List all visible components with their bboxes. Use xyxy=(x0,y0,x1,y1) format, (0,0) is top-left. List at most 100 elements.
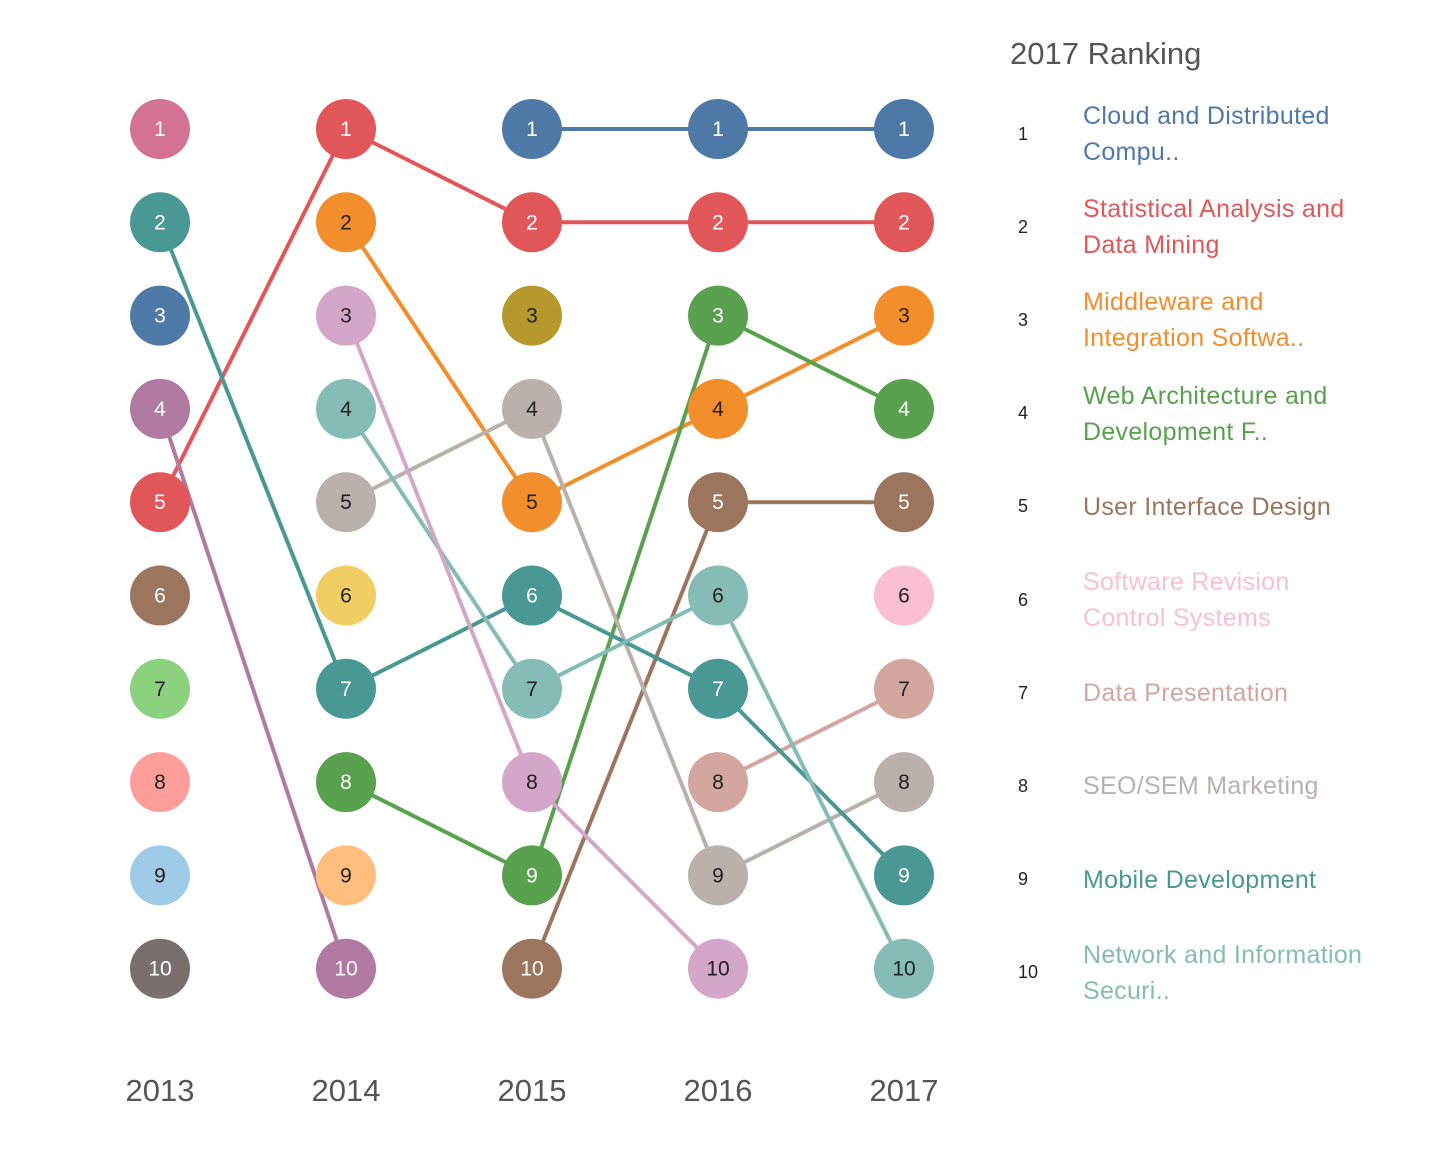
node-label: 6 xyxy=(154,585,166,608)
node-2014-rank-10: 10 xyxy=(316,938,376,999)
node-circle xyxy=(874,565,934,626)
node-label: 4 xyxy=(340,398,352,421)
node-2015-rank-9: 9 xyxy=(502,845,562,906)
node-label: 2 xyxy=(712,211,724,234)
node-2014-rank-8: 8 xyxy=(316,752,376,813)
node-circle xyxy=(874,752,934,813)
node-label: 3 xyxy=(898,305,910,328)
node-circle xyxy=(874,378,934,439)
node-2013-rank-6: 6 xyxy=(130,565,190,626)
year-label-2014: 2014 xyxy=(312,1073,381,1108)
node-circle xyxy=(316,99,376,159)
node-label: 9 xyxy=(712,864,724,887)
legend-rank: 7 xyxy=(1018,682,1029,703)
node-circle xyxy=(874,472,934,533)
node-circle xyxy=(130,99,190,159)
node-circle xyxy=(688,658,748,719)
node-circle xyxy=(688,378,748,439)
node-circle xyxy=(688,845,748,906)
node-label: 7 xyxy=(898,678,910,701)
legend-item-4: 4 Web Architecture and Development F.. xyxy=(1000,374,1420,454)
node-label: 10 xyxy=(148,958,171,981)
node-label: 9 xyxy=(154,864,166,887)
node-2015-rank-4: 4 xyxy=(502,378,562,439)
node-label: 7 xyxy=(340,678,352,701)
legend-item-3: 3 Middleware and Integration Softwa.. xyxy=(1000,280,1420,360)
node-2016-rank-4: 4 xyxy=(688,378,748,439)
node-circle xyxy=(874,938,934,999)
node-circle xyxy=(502,565,562,626)
node-label: 1 xyxy=(898,118,910,141)
node-2013-rank-3: 3 xyxy=(130,285,190,346)
node-2013-rank-7: 7 xyxy=(130,658,190,719)
legend-label: User Interface Design xyxy=(1083,492,1332,521)
node-2016-rank-10: 10 xyxy=(688,938,748,999)
node-label: 3 xyxy=(340,305,352,328)
node-2016-rank-7: 7 xyxy=(688,658,748,719)
node-circle xyxy=(130,845,190,906)
node-2017-rank-4: 4 xyxy=(874,378,934,439)
legend-rank: 6 xyxy=(1018,589,1029,610)
node-circle xyxy=(502,938,562,999)
node-2017-rank-7: 7 xyxy=(874,658,934,719)
legend-item-7: 7 Data Presentation xyxy=(1000,653,1420,733)
node-label: 9 xyxy=(526,864,538,887)
node-2014-rank-3: 3 xyxy=(316,285,376,346)
node-2014-rank-4: 4 xyxy=(316,378,376,439)
year-label-2015: 2015 xyxy=(498,1073,567,1108)
node-2013-rank-2: 2 xyxy=(130,192,190,253)
node-circle xyxy=(874,845,934,906)
node-label: 4 xyxy=(526,398,538,421)
node-2014-rank-7: 7 xyxy=(316,658,376,719)
rank-line-3 xyxy=(345,313,905,878)
rank-line-8 xyxy=(344,407,906,970)
rank-nodes: 1 2 3 4 5 6 7 8 9 10 1 2 3 4 5 6 7 8 9 10 1 2 3 4 5 6 7 8 9 10 1 2 3 4 5 6 7… xyxy=(130,99,934,999)
legend-item-2: 2 Statistical Analysis and Data Mining xyxy=(1000,187,1420,267)
node-label: 9 xyxy=(898,864,910,887)
node-label: 6 xyxy=(898,585,910,608)
node-2014-rank-1: 1 xyxy=(316,99,376,159)
node-2013-rank-9: 9 xyxy=(130,845,190,906)
legend-label: Data Presentation xyxy=(1083,679,1289,708)
node-circle xyxy=(874,658,934,719)
node-2014-rank-9: 9 xyxy=(316,845,376,906)
node-circle xyxy=(502,658,562,719)
legend-label: SEO/SEM Marketing xyxy=(1083,772,1319,801)
node-2017-rank-6: 6 xyxy=(874,565,934,626)
node-2016-rank-1: 1 xyxy=(688,99,748,159)
node-2015-rank-5: 5 xyxy=(502,472,562,533)
legend-title: 2017 Ranking xyxy=(1010,36,1202,71)
node-circle xyxy=(688,565,748,626)
node-2017-rank-1: 1 xyxy=(874,99,934,159)
node-circle xyxy=(316,565,376,626)
node-2017-rank-2: 2 xyxy=(874,192,934,253)
node-2016-rank-6: 6 xyxy=(688,565,748,626)
node-circle xyxy=(130,285,190,346)
node-circle xyxy=(688,938,748,999)
year-label-2017: 2017 xyxy=(870,1073,939,1108)
node-2016-rank-3: 3 xyxy=(688,285,748,346)
node-2013-rank-10: 10 xyxy=(130,938,190,999)
node-label: 6 xyxy=(712,585,724,608)
year-label-2016: 2016 xyxy=(684,1073,753,1108)
node-label: 7 xyxy=(712,678,724,701)
node-label: 8 xyxy=(340,771,352,794)
node-circle xyxy=(130,938,190,999)
node-label: 10 xyxy=(334,958,357,981)
node-label: 2 xyxy=(898,211,910,234)
node-circle xyxy=(688,99,748,159)
node-2013-rank-1: 1 xyxy=(130,99,190,159)
node-label: 5 xyxy=(340,491,352,514)
rank-line-5 xyxy=(717,687,905,784)
legend-rank: 2 xyxy=(1018,216,1029,237)
node-circle xyxy=(502,99,562,159)
node-label: 5 xyxy=(526,491,538,514)
node-circle xyxy=(502,472,562,533)
node-circle xyxy=(688,752,748,813)
node-label: 4 xyxy=(898,398,910,421)
node-label: 7 xyxy=(154,678,166,701)
legend-rank: 5 xyxy=(1018,496,1029,517)
node-circle xyxy=(502,845,562,906)
node-circle xyxy=(502,378,562,439)
node-label: 2 xyxy=(154,211,166,234)
